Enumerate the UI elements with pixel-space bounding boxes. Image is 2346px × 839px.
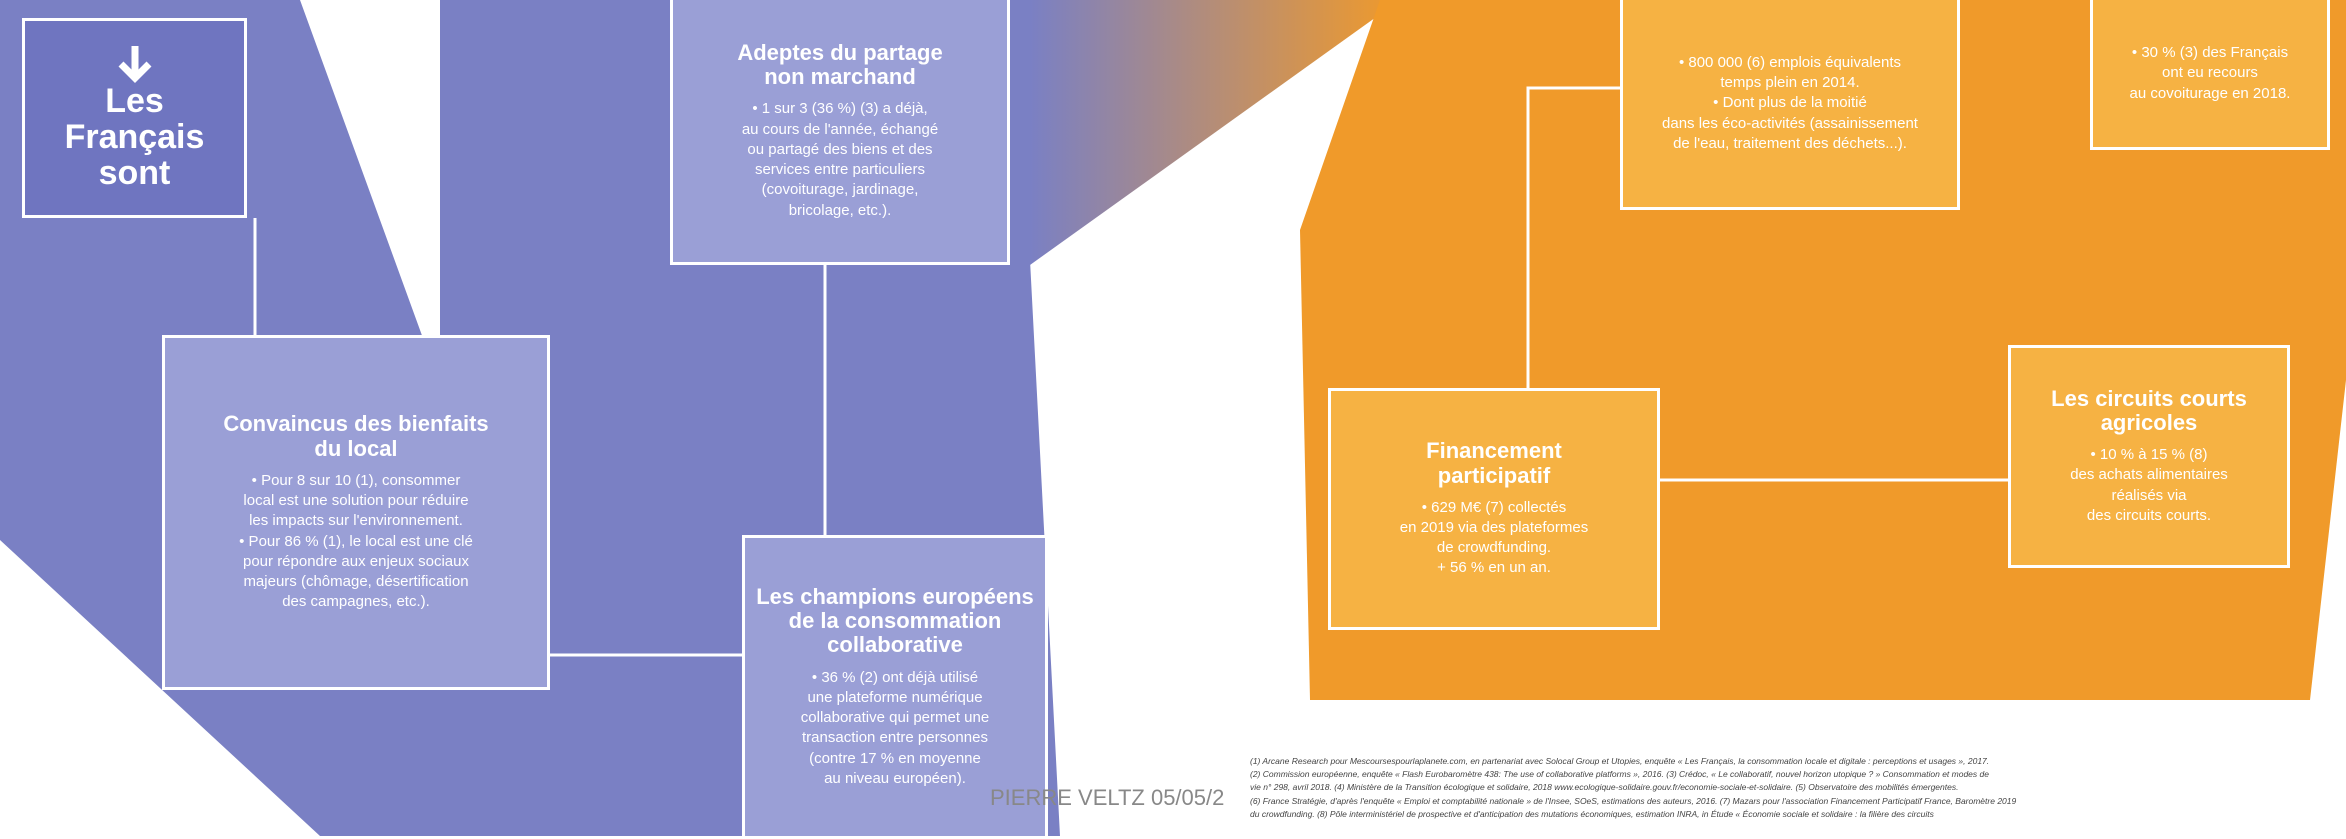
text-line: • 30 % (3) des Français	[2131, 44, 2289, 62]
text-line: collaborative qui permet une	[800, 709, 990, 727]
text-line: Les circuits courts	[2051, 385, 2247, 411]
text-line: des campagnes, etc.).	[282, 593, 430, 611]
text-line: (1) Arcane Research pour Mescoursespourl…	[1250, 756, 1990, 766]
box-title: Les champions européens de la consommatio…	[756, 583, 1034, 658]
text-line: Français	[64, 118, 205, 157]
text-line: (2) Commission européenne, enquête « Fla…	[1250, 769, 1989, 780]
gradient-band	[1030, 0, 1400, 265]
box-body: • Pour 8 sur 10 (1), consommer local est …	[239, 471, 473, 613]
text-line: pour répondre aux enjeux sociaux	[243, 552, 469, 570]
arrow-icon	[118, 46, 151, 84]
box-title: Adeptes du partage non marchand	[737, 40, 943, 90]
text-line: • Pour 8 sur 10 (1), consommer	[251, 471, 461, 489]
text-line: majeurs (chômage, désertification	[243, 573, 469, 591]
text-line: du local	[314, 435, 398, 461]
text-line: (covoiturage, jardinage,	[761, 181, 919, 199]
covoiturage-box: • 30 % (3) des Français ont eu recours au …	[2090, 0, 2330, 150]
partage-box: Adeptes du partage non marchand • 1 sur 3 …	[670, 0, 1010, 265]
text-line: de l'eau, traitement des déchets...).	[1673, 134, 1907, 152]
francais-text: Les Français sont	[65, 84, 205, 191]
box-body: • 10 % à 15 % (8) des achats alimentaires…	[2070, 445, 2228, 526]
text-line: collaborative	[827, 632, 963, 658]
box-title: Financement participatif	[1426, 438, 1562, 488]
connectors	[253, 86, 2008, 657]
local-box: Convaincus des bienfaits du local • Pour 8…	[162, 335, 550, 690]
text-line: services entre particuliers	[754, 161, 926, 179]
text-line: (contre 17 % en moyenne	[809, 749, 981, 767]
text-line: dans les éco-activités (assainissement	[1662, 114, 1918, 132]
text-line: en 2019 via des plateformes	[1399, 518, 1589, 536]
box-title: Convaincus des bienfaits du local	[223, 411, 489, 461]
text-line: du crowdfunding. (8) Pôle interministéri…	[1250, 808, 1934, 819]
box-body: • 36 % (2) ont déjà utilisé une plateform…	[801, 668, 989, 790]
emplois-box: • 800 000 (6) emplois équivalents temps p…	[1620, 0, 1960, 210]
watermark: PIERRE VELTZ 05/05/2	[990, 785, 1225, 810]
text-line: au covoiturage en 2018.	[2129, 84, 2291, 102]
text-line: (6) France Stratégie, d'après l'enquête …	[1250, 795, 2017, 806]
box-title: Les circuits courts agricoles	[2051, 385, 2247, 435]
text-line: au cours de l'année, échangé	[741, 120, 939, 138]
text-line: ou partagé des biens et des	[747, 140, 933, 158]
francais-box: Les Français sont	[22, 18, 247, 218]
text-line: Convaincus des bienfaits	[223, 411, 489, 437]
box-body: • 629 M€ (7) collectés en 2019 via des pl…	[1400, 498, 1588, 579]
text-line: une plateforme numérique	[807, 688, 983, 706]
text-line: de crowdfunding.	[1436, 539, 1552, 557]
text-line: • Pour 86 % (1), le local est une clé	[239, 532, 473, 550]
text-line: des circuits courts.	[2086, 506, 2212, 524]
text-line: • 1 sur 3 (36 %) (3) a déjà,	[752, 100, 928, 118]
box-body: • 1 sur 3 (36 %) (3) a déjà, au cours de …	[742, 99, 938, 221]
text-line: au niveau européen).	[824, 769, 966, 787]
text-line: temps plein en 2014.	[1720, 74, 1860, 92]
text-line: Adeptes du partage	[737, 40, 943, 66]
text-line: non marchand	[764, 64, 916, 90]
text-line: • Dont plus de la moitié	[1713, 94, 1867, 112]
text-line: • 800 000 (6) emplois équivalents	[1678, 53, 1902, 71]
text-line: réalisés via	[2111, 486, 2187, 504]
financement-box: Financement participatif • 629 M€ (7) coll…	[1328, 388, 1660, 630]
circuits-box: Les circuits courts agricoles • 10 % à 15 …	[2008, 345, 2290, 568]
text-line: Les	[105, 82, 164, 121]
text-line: local est une solution pour réduire	[243, 492, 469, 510]
text-line: Financement	[1426, 438, 1562, 464]
box-body: • 800 000 (6) emplois équivalents temps p…	[1662, 53, 1918, 154]
text-line: participatif	[1437, 462, 1551, 488]
text-line: + 56 % en un an.	[1437, 559, 1551, 577]
text-line: ont eu recours	[2162, 64, 2258, 82]
text-line: les impacts sur l'environnement.	[249, 512, 463, 530]
text-line: bricolage, etc.).	[788, 201, 892, 219]
text-line: des achats alimentaires	[2070, 466, 2228, 484]
text-line: • 10 % à 15 % (8)	[2090, 446, 2208, 464]
text-line: vie n° 298, avril 2018. (4) Ministère de…	[1250, 782, 1959, 793]
box-body: • 30 % (3) des Français ont eu recours au …	[2130, 43, 2291, 104]
text-line: de la consommation	[788, 608, 1002, 634]
text-line: • 629 M€ (7) collectés	[1421, 498, 1567, 516]
text-line: agricoles	[2100, 410, 2198, 435]
text-line: transaction entre personnes	[802, 729, 988, 747]
text-line: • 36 % (2) ont déjà utilisé	[811, 668, 979, 686]
text-line: Les champions européens	[756, 583, 1034, 609]
text-line: sont	[98, 153, 171, 192]
footnotes: (1) Arcane Research pour Mescoursespourl…	[1250, 755, 2340, 821]
